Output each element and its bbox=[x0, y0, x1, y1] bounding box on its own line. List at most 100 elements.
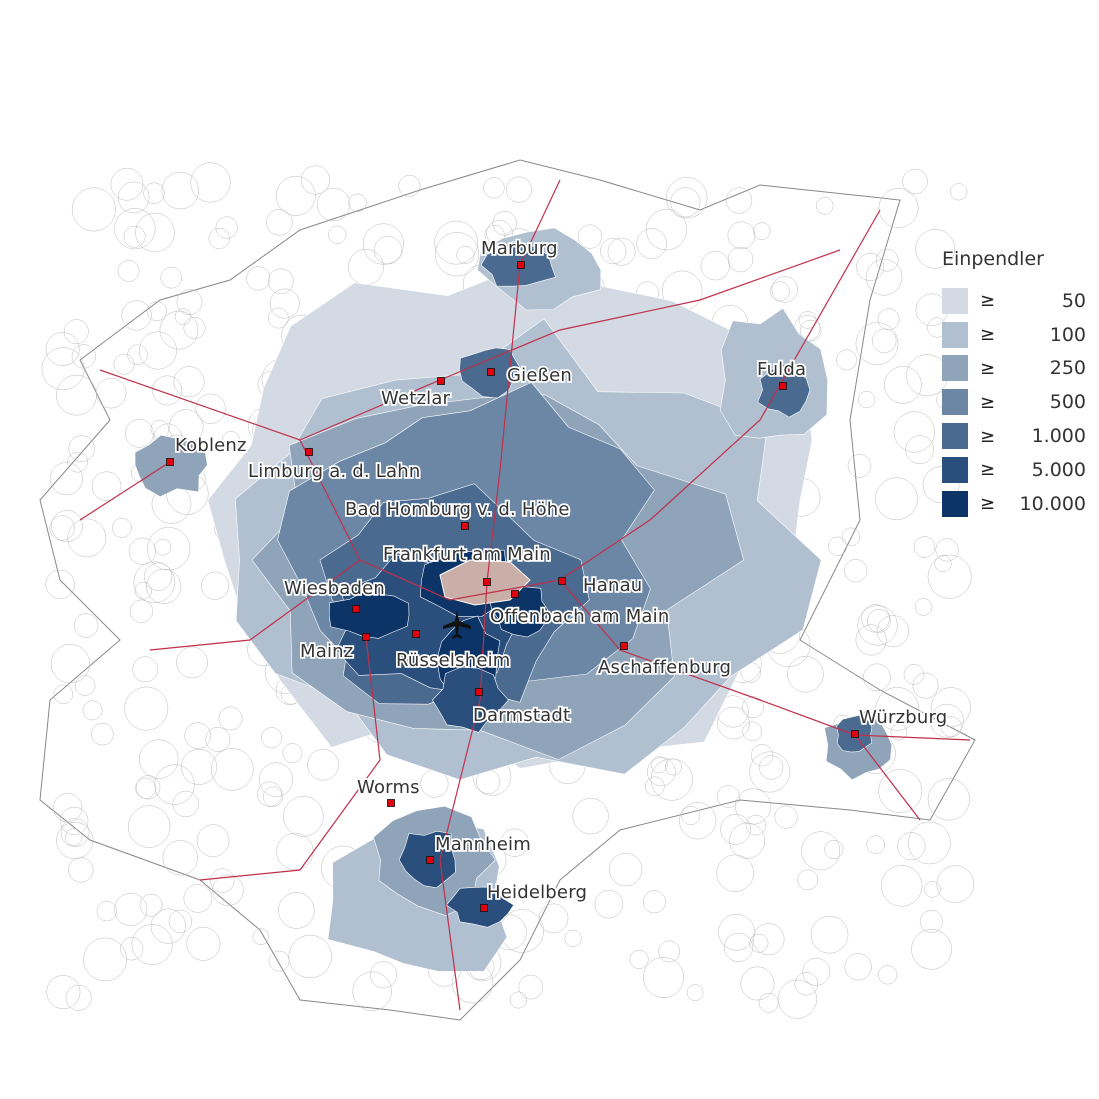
rail-line bbox=[854, 734, 921, 821]
municipality-border bbox=[855, 322, 899, 366]
legend-title: Einpendler bbox=[942, 248, 1044, 270]
municipality-border bbox=[71, 187, 116, 232]
municipality-border bbox=[124, 686, 169, 731]
municipality-border bbox=[73, 613, 99, 638]
municipality-border bbox=[117, 260, 140, 282]
municipality-border bbox=[902, 168, 928, 195]
city-marker bbox=[779, 382, 787, 390]
municipality-border bbox=[572, 798, 609, 835]
municipality-border bbox=[138, 331, 177, 370]
legend-swatch bbox=[942, 287, 968, 314]
municipality-border bbox=[258, 762, 294, 797]
municipality-border bbox=[50, 643, 91, 684]
city-label: Wiesbaden bbox=[284, 578, 385, 599]
municipality-border bbox=[83, 937, 127, 982]
municipality-border bbox=[190, 162, 231, 203]
legend-swatch bbox=[942, 490, 968, 517]
rail-line bbox=[99, 249, 841, 441]
municipality-border bbox=[872, 328, 897, 353]
municipality-border bbox=[600, 237, 627, 265]
legend-item: ≥250 bbox=[942, 352, 1092, 386]
municipality-border bbox=[176, 289, 203, 315]
municipality-border bbox=[266, 209, 293, 236]
municipality-border bbox=[53, 793, 83, 823]
municipality-border bbox=[800, 319, 822, 342]
municipality-border bbox=[348, 193, 367, 212]
municipality-border bbox=[67, 451, 88, 473]
municipality-border bbox=[875, 249, 899, 272]
municipality-border bbox=[144, 562, 173, 591]
city-markers bbox=[166, 261, 859, 912]
commuter-area bbox=[432, 666, 509, 733]
city-marker bbox=[620, 642, 628, 650]
municipality-border bbox=[82, 700, 103, 721]
municipality-border bbox=[434, 232, 480, 277]
municipality-border bbox=[373, 236, 403, 265]
legend-value: 500 bbox=[1049, 391, 1086, 414]
municipality-border bbox=[135, 777, 157, 799]
municipality-border bbox=[877, 308, 900, 331]
municipality-border bbox=[71, 344, 96, 369]
municipality-border bbox=[717, 706, 750, 740]
municipality-border bbox=[63, 319, 89, 344]
municipality-border bbox=[794, 971, 819, 996]
municipality-border bbox=[670, 187, 701, 218]
municipality-border bbox=[174, 308, 192, 325]
municipality-border bbox=[186, 926, 221, 961]
municipality-border bbox=[716, 854, 754, 892]
municipality-border bbox=[911, 928, 952, 970]
city-label: Koblenz bbox=[175, 435, 247, 456]
municipality-border bbox=[828, 536, 847, 556]
municipality-border bbox=[196, 824, 230, 857]
city-marker bbox=[362, 633, 370, 641]
municipality-border bbox=[866, 835, 885, 854]
municipality-border bbox=[131, 924, 173, 966]
municipality-border bbox=[844, 559, 868, 583]
municipality-border bbox=[878, 769, 923, 814]
municipality-border bbox=[261, 727, 283, 749]
legend-symbol: ≥ bbox=[980, 357, 996, 379]
municipality-border bbox=[53, 684, 73, 704]
municipality-border bbox=[113, 353, 135, 375]
legend-swatch bbox=[942, 423, 968, 450]
municipality-border bbox=[300, 165, 330, 195]
municipality-border bbox=[903, 664, 925, 685]
municipality-border bbox=[905, 435, 935, 465]
municipality-border bbox=[161, 171, 200, 210]
legend-value: 100 bbox=[1049, 323, 1086, 346]
municipality-border bbox=[863, 663, 891, 692]
municipality-border bbox=[934, 554, 952, 572]
municipality-border bbox=[127, 805, 171, 848]
municipality-border bbox=[538, 903, 569, 934]
municipality-border bbox=[147, 527, 191, 571]
legend-symbol: ≥ bbox=[980, 425, 996, 447]
municipality-border bbox=[642, 890, 666, 914]
municipality-border bbox=[643, 956, 684, 998]
municipality-border bbox=[717, 785, 740, 808]
municipality-border bbox=[884, 366, 922, 404]
municipality-border bbox=[749, 751, 791, 793]
municipality-border bbox=[924, 881, 941, 898]
municipality-border bbox=[307, 748, 339, 781]
municipality-border bbox=[91, 723, 114, 746]
municipality-border bbox=[176, 646, 208, 679]
city-marker bbox=[412, 630, 420, 638]
municipality-border bbox=[95, 377, 127, 409]
rail-line bbox=[439, 581, 488, 1011]
municipality-border bbox=[929, 703, 964, 738]
municipality-border bbox=[666, 177, 708, 219]
municipality-border bbox=[211, 748, 254, 791]
municipality-border bbox=[51, 510, 83, 542]
municipality-border bbox=[607, 237, 636, 266]
municipality-border bbox=[65, 984, 92, 1011]
legend-item: ≥500 bbox=[942, 385, 1092, 419]
municipality-border bbox=[867, 609, 891, 633]
municipality-border bbox=[914, 598, 933, 616]
municipality-border bbox=[162, 840, 198, 876]
municipality-border bbox=[269, 288, 300, 319]
municipality-border bbox=[110, 167, 144, 201]
municipality-border bbox=[836, 349, 857, 371]
municipality-border bbox=[316, 187, 351, 222]
municipality-border bbox=[518, 974, 544, 1000]
